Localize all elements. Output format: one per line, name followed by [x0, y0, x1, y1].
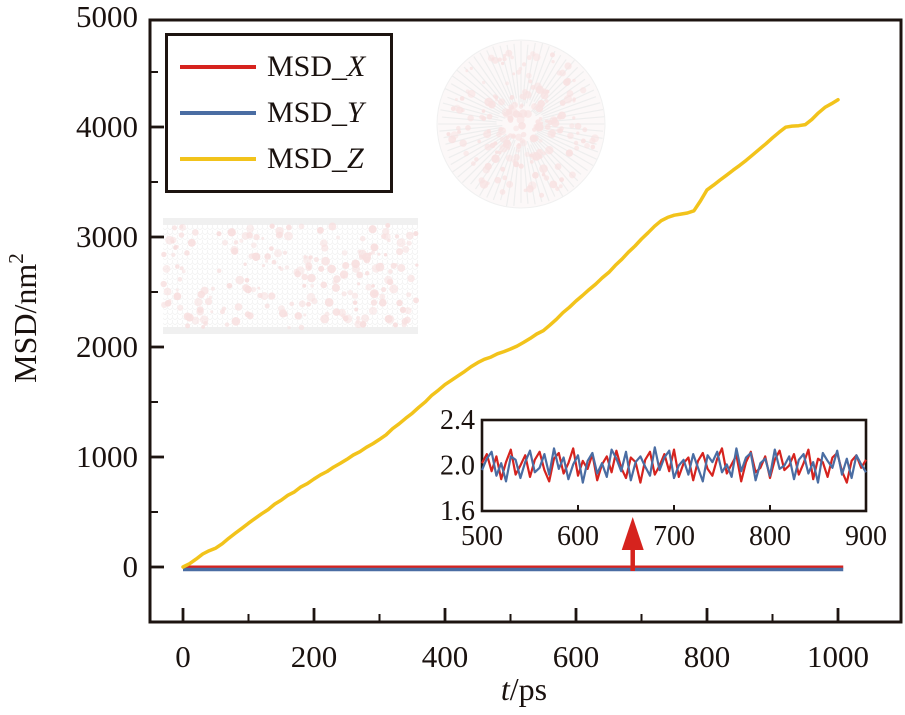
inset-plot: 500 600 700 800 900 1.6 2.0 2.4 — [440, 405, 887, 552]
y-tick-label: 2000 — [76, 329, 138, 364]
legend-label-msd-z: MSD_Z — [267, 142, 364, 175]
x-tick-label: 400 — [422, 639, 469, 674]
x-tick-label: 600 — [553, 639, 600, 674]
y-axis-title: MSD/nm2 — [4, 253, 43, 383]
inset-msd-x-line — [481, 447, 867, 484]
axis-tick-labels: 0 1000 2000 3000 4000 5000 0 200 400 600 800 1000 — [76, 0, 869, 674]
x-tick-label: 800 — [684, 639, 731, 674]
axis-ticks — [150, 71, 840, 622]
x-tick-label: 0 — [175, 639, 191, 674]
plot-frame — [148, 18, 903, 624]
y-tick-label: 5000 — [76, 0, 138, 34]
x-tick-label: 1000 — [807, 639, 869, 674]
inset-y-tick-label: 1.6 — [440, 496, 475, 527]
legend-swatch-msd-x — [180, 65, 256, 69]
inset-x-tick-label: 500 — [461, 521, 503, 552]
inset-y-tick-label: 2.4 — [440, 405, 475, 436]
legend: MSD_X MSD_Y MSD_Z — [165, 33, 393, 193]
msd-z-line — [181, 97, 840, 569]
x-tick-label: 200 — [291, 639, 338, 674]
legend-swatch-msd-z — [180, 157, 256, 161]
legend-label-msd-y: MSD_Y — [267, 96, 364, 129]
inset-y-tick-label: 2.0 — [440, 451, 475, 482]
inset-msd-y-line — [480, 446, 867, 484]
legend-row-msd-x: MSD_X — [180, 52, 390, 82]
legend-label-msd-x: MSD_X — [267, 50, 366, 83]
legend-row-msd-y: MSD_Y — [180, 98, 390, 128]
annotation-arrow — [621, 517, 644, 571]
legend-swatch-msd-y — [180, 111, 256, 115]
molecule-top-view-image — [436, 39, 606, 209]
y-tick-label: 0 — [123, 549, 139, 584]
y-tick-label: 1000 — [76, 439, 138, 474]
molecule-side-view-image — [160, 218, 419, 334]
inset-x-tick-label: 800 — [749, 521, 791, 552]
legend-row-msd-z: MSD_Z — [180, 144, 390, 174]
y-tick-label: 4000 — [76, 109, 138, 144]
inset-x-tick-label: 900 — [845, 521, 887, 552]
y-tick-label: 3000 — [76, 219, 138, 254]
inset-x-tick-label: 700 — [653, 521, 695, 552]
x-axis-title: t/ps — [501, 671, 547, 707]
inset-x-tick-label: 600 — [557, 521, 599, 552]
